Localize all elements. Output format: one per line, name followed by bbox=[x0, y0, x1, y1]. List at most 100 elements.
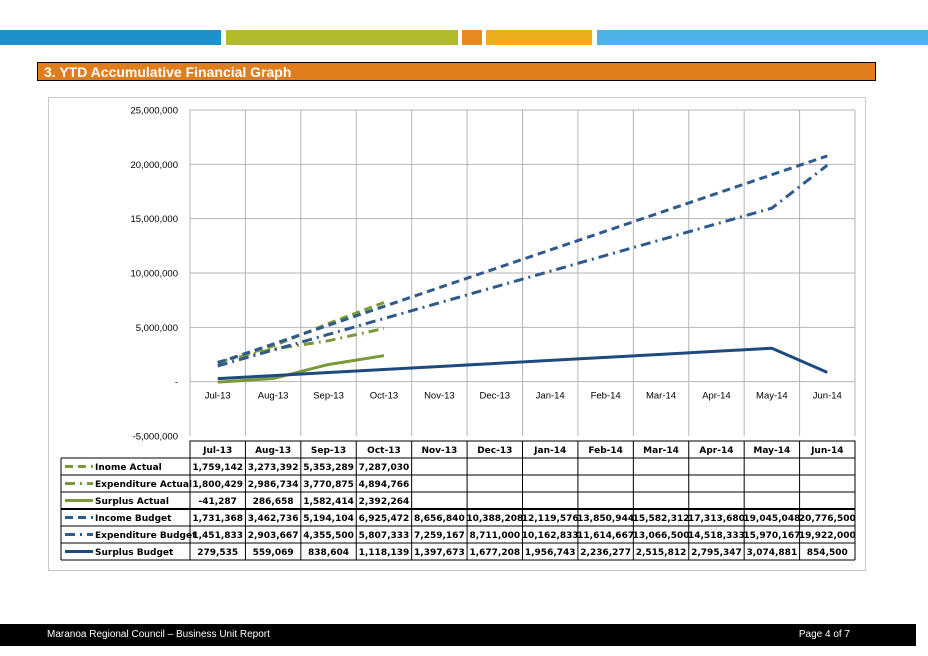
x-tick-label: Dec-13 bbox=[479, 391, 510, 402]
table-header-cell: Feb-14 bbox=[588, 446, 623, 456]
table-cell: 4,355,500 bbox=[303, 531, 354, 541]
x-tick-label: Sep-13 bbox=[313, 391, 344, 402]
table-header-cell: Sep-13 bbox=[311, 446, 346, 456]
footer-page-number: Page 4 of 7 bbox=[798, 629, 850, 640]
table-cell: 13,850,944 bbox=[577, 514, 634, 524]
table-cell: 4,894,766 bbox=[359, 480, 410, 490]
table-cell: 10,162,833 bbox=[522, 531, 579, 541]
legend-label: Expenditure Actual bbox=[95, 480, 192, 490]
footer-report-name: Maranoa Regional Council – Business Unit… bbox=[47, 629, 270, 640]
table-cell: 2,795,347 bbox=[691, 548, 742, 558]
table-cell: 2,903,667 bbox=[248, 531, 299, 541]
table-cell: 7,287,030 bbox=[359, 463, 410, 473]
x-tick-label: Jun-14 bbox=[813, 391, 842, 402]
legend-label: Surplus Actual bbox=[95, 497, 169, 507]
series-line-expenditure-budget bbox=[217, 163, 829, 368]
table-cell: 1,759,142 bbox=[192, 463, 243, 473]
table-cell: 2,236,277 bbox=[580, 548, 631, 558]
table-header-cell: Aug-13 bbox=[255, 446, 291, 456]
table-cell: 1,397,673 bbox=[414, 548, 465, 558]
y-tick-label: 25,000,000 bbox=[130, 106, 178, 117]
table-cell: 11,614,667 bbox=[577, 531, 634, 541]
table-cell: 14,518,333 bbox=[688, 531, 745, 541]
header-stripe-1 bbox=[0, 30, 221, 45]
x-tick-label: May-14 bbox=[756, 391, 788, 402]
table-cell: 20,776,500 bbox=[799, 514, 856, 524]
table-cell: 1,956,743 bbox=[525, 548, 576, 558]
y-tick-label: 5,000,000 bbox=[136, 323, 178, 334]
x-tick-label: Feb-14 bbox=[591, 391, 621, 402]
table-cell: 6,925,472 bbox=[359, 514, 410, 524]
header-stripe-5 bbox=[597, 30, 928, 45]
table-cell: 7,259,167 bbox=[414, 531, 465, 541]
table-cell: 8,711,000 bbox=[469, 531, 520, 541]
legend-label: Inome Actual bbox=[95, 463, 162, 473]
legend-label: Surplus Budget bbox=[95, 548, 174, 558]
table-cell: 3,273,392 bbox=[248, 463, 299, 473]
table-cell: 1,800,429 bbox=[192, 480, 243, 490]
table-cell: 1,451,833 bbox=[192, 531, 243, 541]
table-header-cell: Jun-14 bbox=[810, 446, 843, 456]
table-cell: 838,604 bbox=[308, 548, 349, 558]
table-header-cell: Oct-13 bbox=[367, 446, 401, 456]
table-cell: 5,807,333 bbox=[359, 531, 410, 541]
table-cell: 5,353,289 bbox=[303, 463, 354, 473]
table-header-cell: May-14 bbox=[753, 446, 790, 456]
table-cell: 15,582,312 bbox=[633, 514, 690, 524]
x-tick-label: Aug-13 bbox=[258, 391, 289, 402]
table-cell: 1,731,368 bbox=[192, 514, 243, 524]
series-line-expenditure-actual bbox=[217, 327, 385, 364]
table-cell: 3,770,875 bbox=[303, 480, 354, 490]
y-tick-label: 20,000,000 bbox=[130, 160, 178, 171]
table-cell: 3,074,881 bbox=[747, 548, 798, 558]
header-stripe-2 bbox=[226, 30, 458, 45]
y-tick-label: 15,000,000 bbox=[130, 214, 178, 225]
table-cell: 3,462,736 bbox=[248, 514, 299, 524]
table-cell: 10,388,208 bbox=[466, 514, 523, 524]
legend-label: Expenditure Budget bbox=[95, 531, 197, 541]
table-cell: 8,656,840 bbox=[414, 514, 465, 524]
header-stripe-3 bbox=[462, 30, 482, 45]
table-cell: 2,392,264 bbox=[359, 497, 410, 507]
table-cell: 279,535 bbox=[197, 548, 238, 558]
table-cell: 19,922,000 bbox=[799, 531, 856, 541]
table-header-cell: Nov-13 bbox=[421, 446, 457, 456]
table-cell: 1,118,139 bbox=[359, 548, 410, 558]
table-header-cell: Mar-14 bbox=[643, 446, 679, 456]
y-tick-label: - bbox=[175, 377, 178, 388]
x-tick-label: Mar-14 bbox=[646, 391, 676, 402]
section-title: 3. YTD Accumulative Financial Graph bbox=[37, 62, 876, 81]
table-header-cell: Jan-14 bbox=[533, 446, 566, 456]
table-cell: 854,500 bbox=[807, 548, 848, 558]
legend-label: Income Budget bbox=[95, 514, 172, 524]
table-cell: 12,119,576 bbox=[522, 514, 579, 524]
table-cell: 19,045,048 bbox=[743, 514, 800, 524]
page-footer: Maranoa Regional Council – Business Unit… bbox=[0, 624, 916, 646]
table-cell: -41,287 bbox=[198, 497, 236, 507]
table-cell: 17,313,680 bbox=[688, 514, 745, 524]
table-cell: 559,069 bbox=[253, 548, 294, 558]
x-tick-label: Oct-13 bbox=[370, 391, 399, 402]
table-header-cell: Apr-14 bbox=[699, 446, 733, 456]
table-cell: 286,658 bbox=[253, 497, 294, 507]
header-stripe-4 bbox=[486, 30, 592, 45]
y-tick-label: 10,000,000 bbox=[130, 269, 178, 280]
table-header-cell: Dec-13 bbox=[477, 446, 512, 456]
table-cell: 2,986,734 bbox=[248, 480, 299, 490]
series-line-surplus-actual bbox=[217, 354, 385, 384]
table-cell: 15,970,167 bbox=[743, 531, 800, 541]
x-tick-label: Apr-14 bbox=[702, 391, 731, 402]
x-tick-label: Jan-14 bbox=[536, 391, 565, 402]
series-line-surplus-budget bbox=[217, 346, 828, 381]
table-cell: 13,066,500 bbox=[633, 531, 690, 541]
table-header-cell: Jul-13 bbox=[202, 446, 232, 456]
series-line-income-budget bbox=[217, 154, 828, 365]
table-cell: 5,194,104 bbox=[303, 514, 354, 524]
table-cell: 2,515,812 bbox=[636, 548, 687, 558]
y-tick-label: -5,000,000 bbox=[133, 432, 178, 443]
x-tick-label: Jul-13 bbox=[205, 391, 231, 402]
table-cell: 1,677,208 bbox=[469, 548, 520, 558]
table-cell: 1,582,414 bbox=[303, 497, 354, 507]
x-tick-label: Nov-13 bbox=[424, 391, 455, 402]
